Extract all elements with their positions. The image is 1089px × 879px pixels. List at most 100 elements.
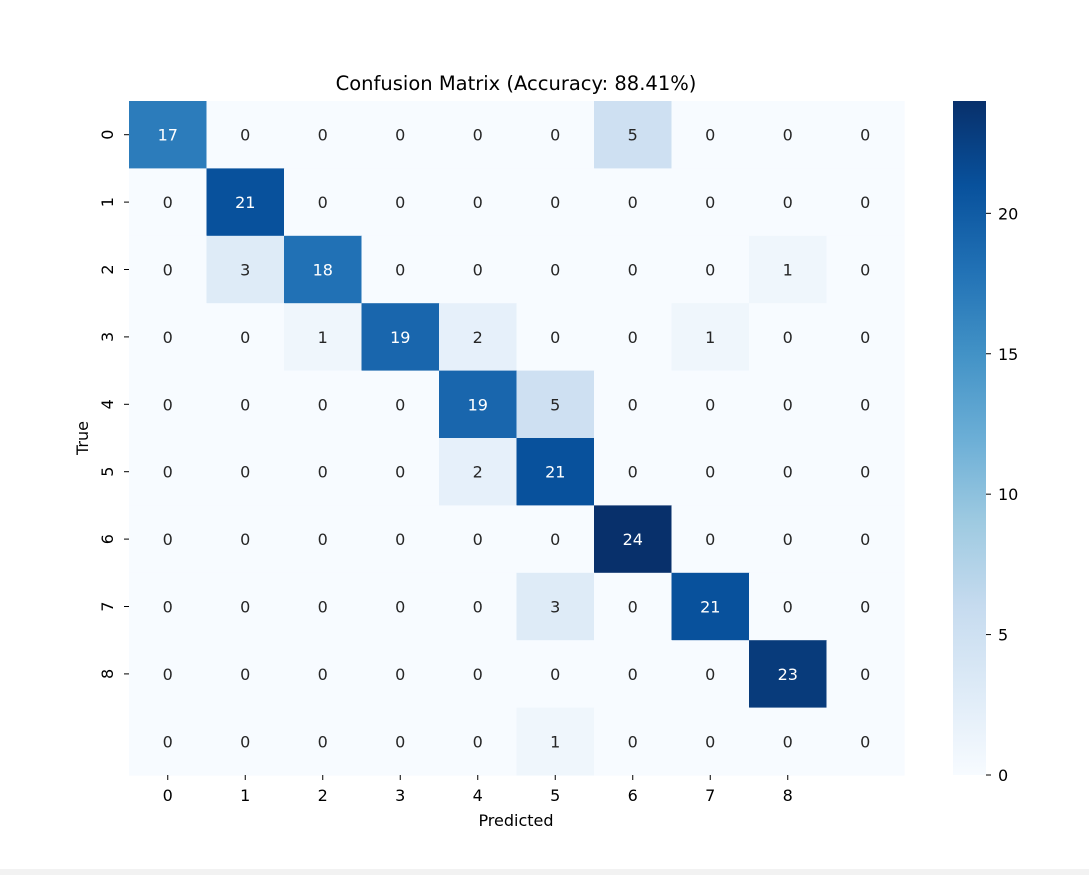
heatmap-cell-r8-c1 [206,640,285,709]
y-tick-label: 7 [98,601,117,611]
heatmap-cell-r3-c9 [826,303,905,372]
x-tick-label: 2 [318,786,328,805]
heatmap-cell-r7-c7 [671,572,750,641]
cell-value-label: 0 [318,598,328,617]
heatmap-cell-r6-c6 [594,505,673,574]
cell-value-label: 0 [783,463,793,482]
heatmap-cell-r0-c8 [749,101,828,169]
heatmap-cell-r2-c6 [594,235,673,304]
heatmap-cell-r6-c3 [361,505,440,574]
colorbar-ticks: 0 5 10 15 20 [986,204,1018,785]
heatmap-cell-r4-c0 [129,370,208,439]
cell-value-label: 0 [783,193,793,212]
heatmap-cell-r1-c5 [516,168,595,237]
heatmap-cell-r4-c2 [284,370,363,439]
cell-value-label: 0 [550,261,560,280]
cell-value-label: 0 [550,193,560,212]
heatmap-cell-r7-c5 [516,572,595,641]
cell-value-label: 0 [783,732,793,751]
cell-value-label: 0 [473,665,483,684]
heatmap-cell-r6-c1 [206,505,285,574]
cell-value-label: 0 [783,395,793,414]
cell-value-label: 0 [783,530,793,549]
heatmap-cell-r7-c1 [206,572,285,641]
heatmap-cell-r2-c2 [284,235,363,304]
heatmap-cell-r8-c0 [129,640,208,709]
cell-value-label: 0 [550,665,560,684]
heatmap-cell-r1-c4 [439,168,518,237]
heatmap-cell-r3-c6 [594,303,673,372]
x-tick-label: 3 [395,786,405,805]
cell-value-label: 0 [395,732,405,751]
x-tick-label: 6 [628,786,638,805]
cell-value-label: 0 [473,126,483,145]
heatmap-cell-r6-c5 [516,505,595,574]
heatmap-cell-r9-c2 [284,707,363,776]
heatmap-cell-r4-c5 [516,370,595,439]
cell-value-label: 0 [318,463,328,482]
y-tick-label: 8 [98,669,117,679]
cell-value-label: 0 [705,463,715,482]
heatmap-cell-r7-c0 [129,572,208,641]
heatmap-cell-r8-c5 [516,640,595,709]
heatmap-cell-r6-c9 [826,505,905,574]
cell-value-label: 0 [860,530,870,549]
heatmap-cell-r4-c8 [749,370,828,439]
cell-value-label: 0 [783,598,793,617]
cell-value-label: 19 [468,395,488,414]
colorbar-tick-label: 5 [998,626,1008,645]
heatmap-cell-r8-c3 [361,640,440,709]
heatmap-cell-r6-c0 [129,505,208,574]
heatmap-cell-r2-c8 [749,235,828,304]
heatmap-cell-r3-c5 [516,303,595,372]
x-tick-label: 5 [550,786,560,805]
cell-value-label: 0 [783,126,793,145]
cell-value-label: 0 [860,598,870,617]
heatmap-cell-r4-c7 [671,370,750,439]
cell-value-label: 1 [705,328,715,347]
heatmap-cell-r0-c5 [516,101,595,169]
heatmap-cell-r8-c2 [284,640,363,709]
cell-value-label: 23 [778,665,798,684]
heatmap-cell-r9-c0 [129,707,208,776]
cell-value-label: 0 [473,261,483,280]
cell-value-label: 1 [550,732,560,751]
cell-value-label: 0 [705,732,715,751]
heatmap-cell-r2-c5 [516,235,595,304]
heatmap-cell-r1-c1 [206,168,285,237]
x-axis-ticks: 0 1 2 3 4 5 6 7 8 [163,775,793,805]
cell-value-label: 0 [163,598,173,617]
heatmap-cell-r9-c8 [749,707,828,776]
cell-value-label: 0 [705,395,715,414]
cell-value-label: 21 [235,193,255,212]
heatmap-cell-r3-c0 [129,303,208,372]
cell-value-label: 0 [240,328,250,347]
heatmap-cell-r2-c1 [206,235,285,304]
heatmap-cell-r9-c4 [439,707,518,776]
cell-value-label: 24 [623,530,643,549]
heatmap-cell-r6-c2 [284,505,363,574]
colorbar [953,101,986,775]
heatmap-cell-r1-c8 [749,168,828,237]
heatmap-cell-r7-c9 [826,572,905,641]
cell-value-label: 0 [395,463,405,482]
cell-value-label: 0 [395,530,405,549]
cell-value-label: 0 [628,732,638,751]
heatmap-cell-r5-c6 [594,438,673,506]
cell-value-label: 0 [705,193,715,212]
heatmap-cell-r8-c7 [671,640,750,709]
cell-value-label: 3 [550,598,560,617]
heatmap-cell-r1-c0 [129,168,208,237]
cell-value-label: 0 [318,395,328,414]
cell-value-label: 0 [550,126,560,145]
cell-value-label: 0 [395,395,405,414]
heatmap-cell-r5-c2 [284,438,363,506]
colorbar-tick-label: 15 [998,345,1018,364]
heatmap-cell-r9-c6 [594,707,673,776]
y-tick-label: 5 [98,467,117,477]
heatmap-cell-r3-c1 [206,303,285,372]
y-tick-label: 2 [98,264,117,274]
heatmap-cell-r5-c0 [129,438,208,506]
